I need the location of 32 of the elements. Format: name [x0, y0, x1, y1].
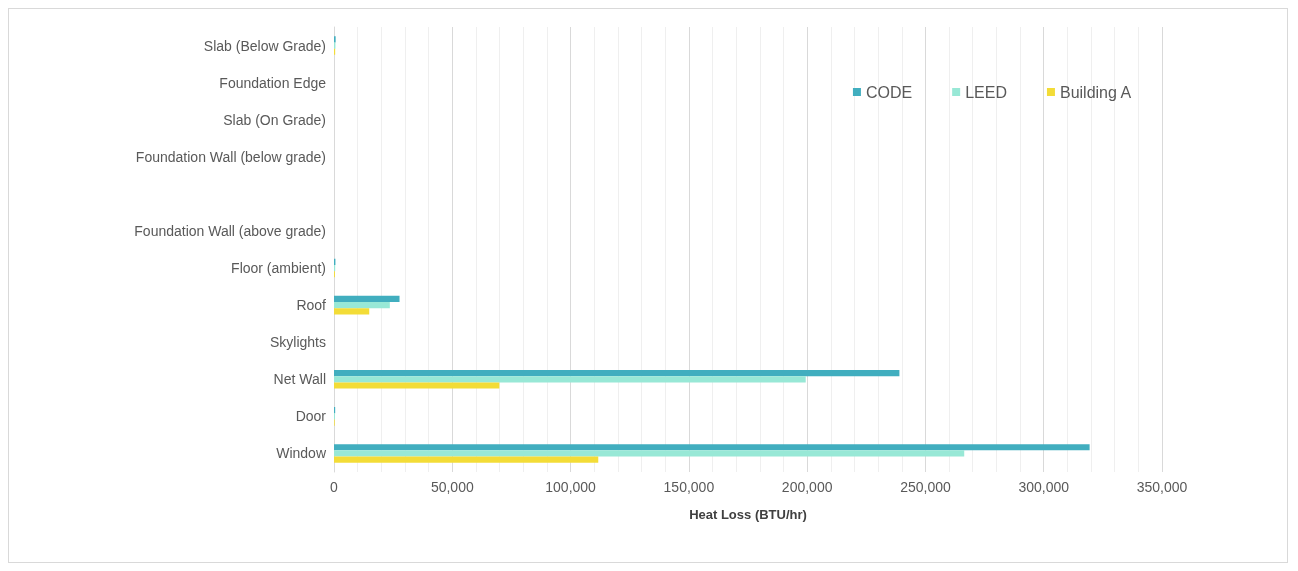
y-tick-label: Foundation Edge — [219, 74, 327, 91]
bar — [334, 376, 806, 383]
bar — [334, 456, 599, 463]
bar — [334, 370, 900, 377]
y-tick-label: Door — [295, 408, 327, 425]
bar — [334, 308, 370, 315]
bar — [334, 295, 400, 303]
x-axis-title: Heat Loss (BTU/hr) — [689, 507, 807, 522]
x-tick-label: 100,000 — [545, 479, 597, 495]
y-tick-label: Net Wall — [273, 371, 326, 388]
y-tick-label: Window — [276, 445, 327, 462]
bar — [334, 302, 390, 309]
bar — [334, 382, 500, 389]
y-tick-label: Slab (On Grade) — [223, 111, 326, 128]
x-tick-label: 50,000 — [430, 479, 474, 495]
y-tick-label: Floor (ambient) — [231, 260, 326, 277]
x-tick-label: 250,000 — [900, 479, 951, 495]
x-tick-label: 300,000 — [1018, 479, 1070, 495]
legend-label: LEED — [965, 83, 1007, 101]
bar — [334, 450, 965, 457]
x-tick-label: 0 — [330, 479, 339, 495]
bar — [334, 444, 1090, 451]
x-tick-label: 150,000 — [663, 479, 715, 495]
legend-label: Building A — [1059, 83, 1132, 101]
x-tick-label: 350,000 — [1136, 479, 1188, 495]
x-tick-label: 200,000 — [781, 479, 833, 495]
legend-label: CODE — [865, 83, 913, 101]
y-tick-label: Foundation Wall (above grade) — [134, 222, 326, 239]
y-tick-label: Slab (Below Grade) — [203, 37, 326, 54]
y-tick-label: Skylights — [269, 334, 326, 351]
y-tick-label: Roof — [296, 297, 327, 314]
y-tick-label: Foundation Wall (below grade) — [135, 148, 326, 165]
